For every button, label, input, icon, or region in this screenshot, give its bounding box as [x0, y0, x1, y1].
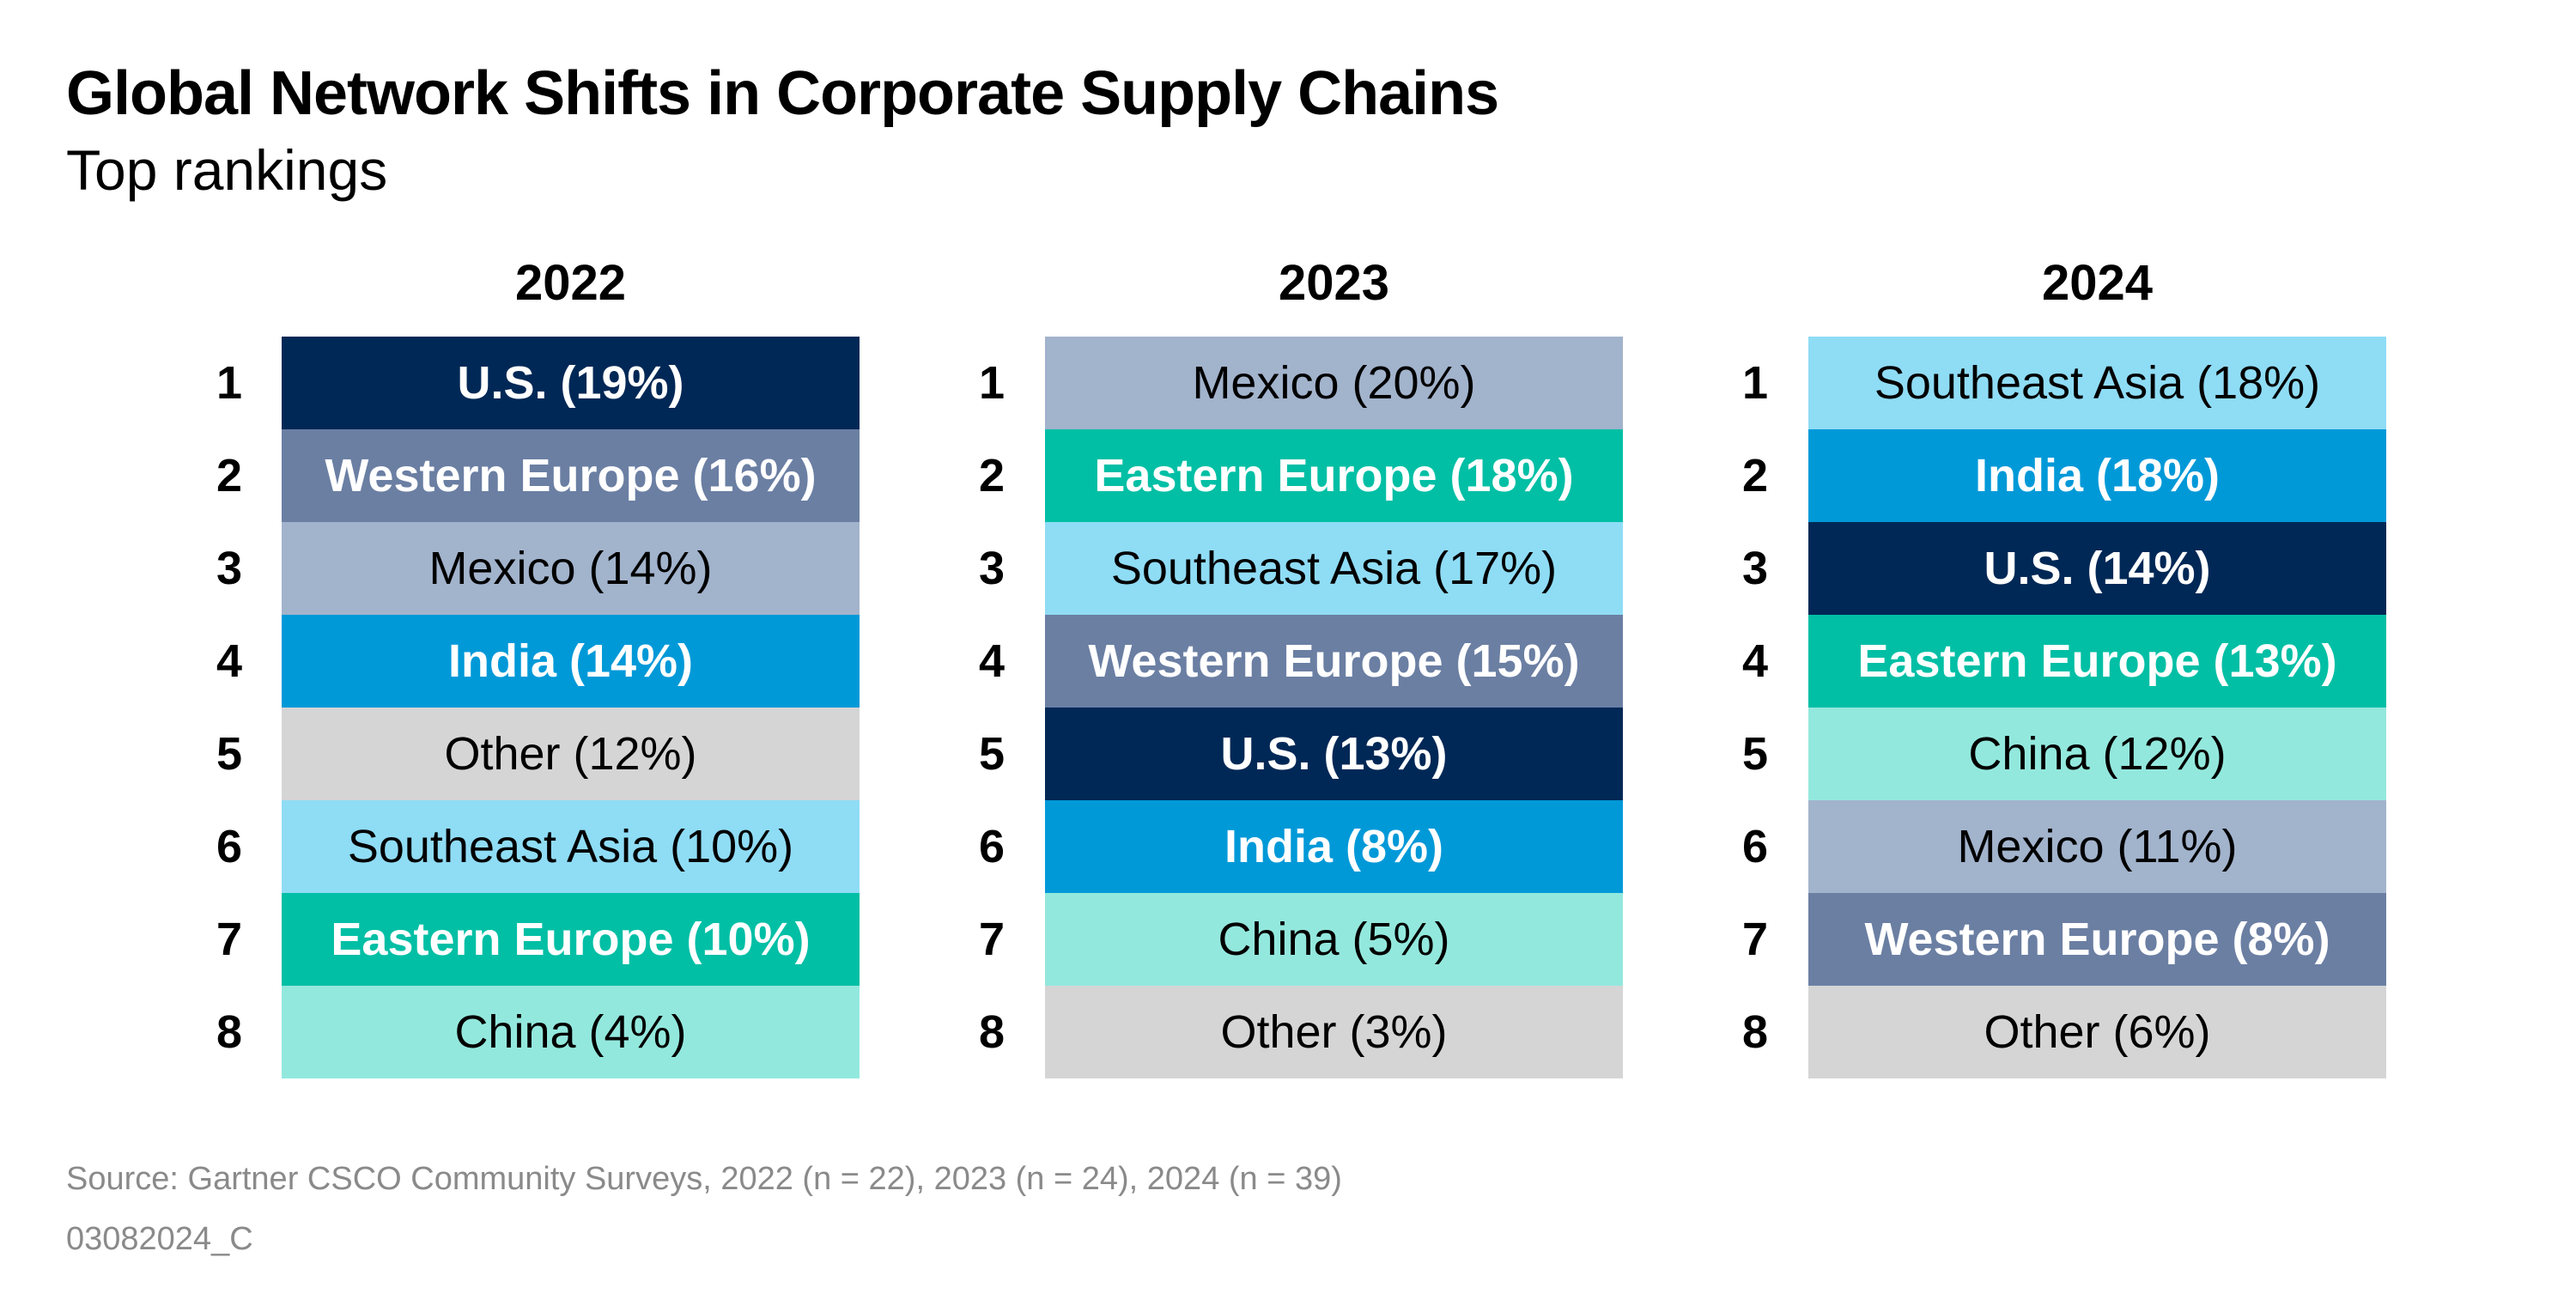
ranking-cell: Other (12%) — [282, 708, 860, 800]
ranking-cell: Southeast Asia (17%) — [1045, 522, 1623, 615]
ranking-cell: U.S. (14%) — [1808, 522, 2386, 615]
rank-number: 6 — [978, 821, 1005, 872]
rank-number: 7 — [1741, 914, 1769, 965]
ranking-cell: Southeast Asia (18%) — [1808, 337, 2386, 429]
rank-number: 3 — [216, 543, 243, 594]
rank-number: 7 — [978, 914, 1005, 965]
rank-number: 3 — [1741, 543, 1769, 594]
rank-number: 8 — [978, 1006, 1005, 1058]
ranking-cell: Western Europe (16%) — [282, 429, 860, 522]
ranking-cell: India (8%) — [1045, 800, 1623, 893]
rank-number: 2 — [978, 450, 1005, 501]
rank-number: 5 — [1741, 728, 1769, 780]
rank-number: 7 — [216, 914, 243, 965]
figure-code: 03082024_C — [66, 1221, 253, 1257]
rank-number: 2 — [1741, 450, 1769, 501]
ranking-cell: China (12%) — [1808, 708, 2386, 800]
rank-number: 2 — [216, 450, 243, 501]
rank-number: 6 — [1741, 821, 1769, 872]
title: Global Network Shifts in Corporate Suppl… — [66, 59, 1499, 128]
ranking-cell: Other (3%) — [1045, 986, 1623, 1078]
rank-number: 4 — [978, 635, 1005, 687]
ranking-cell: Mexico (14%) — [282, 522, 860, 615]
rank-number: 8 — [1741, 1006, 1769, 1058]
subtitle: Top rankings — [66, 138, 388, 202]
rank-number: 8 — [216, 1006, 243, 1058]
ranking-cell: Mexico (11%) — [1808, 800, 2386, 893]
rank-number: 4 — [216, 635, 243, 687]
ranking-cell: India (14%) — [282, 615, 860, 708]
rank-number: 5 — [216, 728, 243, 780]
rank-number: 3 — [978, 543, 1005, 594]
rank-number: 1 — [1741, 357, 1769, 409]
ranking-cell: Southeast Asia (10%) — [282, 800, 860, 893]
year-heading: 2022 — [514, 255, 627, 311]
rank-number: 6 — [216, 821, 243, 872]
rank-number: 5 — [978, 728, 1005, 780]
ranking-cell: Other (6%) — [1808, 986, 2386, 1078]
ranking-cell: China (5%) — [1045, 893, 1623, 986]
source-note: Source: Gartner CSCO Community Surveys, … — [66, 1161, 1342, 1197]
ranking-cell: India (18%) — [1808, 429, 2386, 522]
ranking-cell: U.S. (13%) — [1045, 708, 1623, 800]
rank-number: 1 — [216, 357, 243, 409]
ranking-cell: China (4%) — [282, 986, 860, 1078]
ranking-cell: Eastern Europe (13%) — [1808, 615, 2386, 708]
ranking-cell: Western Europe (8%) — [1808, 893, 2386, 986]
ranking-cell: Western Europe (15%) — [1045, 615, 1623, 708]
rank-number: 4 — [1741, 635, 1769, 687]
ranking-cell: Eastern Europe (10%) — [282, 893, 860, 986]
rank-number: 1 — [978, 357, 1005, 409]
ranking-cell: U.S. (19%) — [282, 337, 860, 429]
year-heading: 2023 — [1278, 255, 1390, 311]
year-heading: 2024 — [2041, 255, 2154, 311]
ranking-cell: Mexico (20%) — [1045, 337, 1623, 429]
ranking-cell: Eastern Europe (18%) — [1045, 429, 1623, 522]
